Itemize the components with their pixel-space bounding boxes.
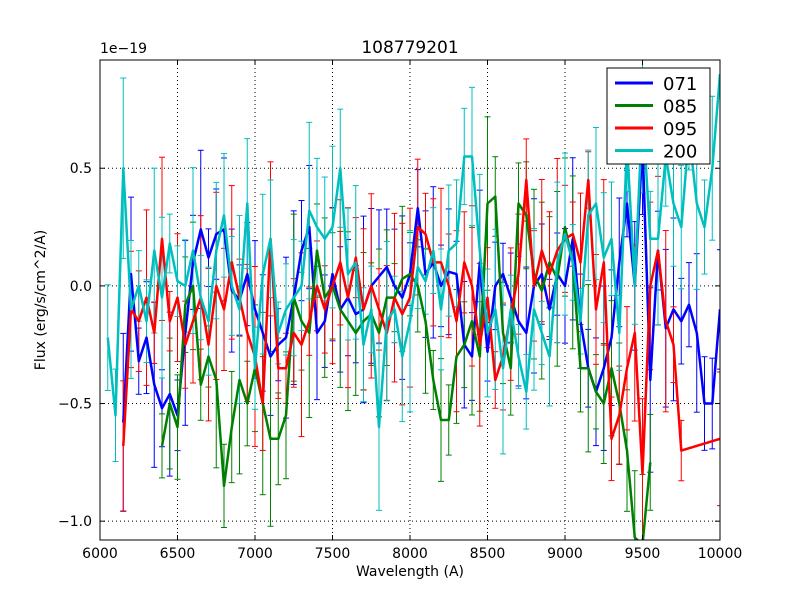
x-tick-label: 7000 xyxy=(237,546,273,562)
legend-label: 071 xyxy=(663,74,697,95)
y-tick-label: −1.0 xyxy=(58,514,92,530)
x-tick-label: 9500 xyxy=(625,546,661,562)
x-tick-label: 7500 xyxy=(315,546,351,562)
y-tick-label: 0.0 xyxy=(70,279,92,295)
x-tick-label: 8500 xyxy=(470,546,506,562)
x-tick-label: 6500 xyxy=(160,546,196,562)
x-axis-label: Wavelength (A) xyxy=(356,564,464,580)
legend-label: 085 xyxy=(663,97,697,118)
y-tick-label: 0.5 xyxy=(70,161,92,177)
y-offset-label: 1e−19 xyxy=(100,41,147,57)
x-tick-label: 9000 xyxy=(547,546,583,562)
x-tick-label: 8000 xyxy=(392,546,428,562)
y-axis-label: Flux (erg/s/cm^2/A) xyxy=(33,230,49,370)
x-tick-label: 10000 xyxy=(698,546,743,562)
y-tick-label: −0.5 xyxy=(58,397,92,413)
legend-label: 095 xyxy=(663,119,697,140)
x-tick-label: 6000 xyxy=(82,546,118,562)
chart-title: 108779201 xyxy=(361,38,458,58)
legend-label: 200 xyxy=(663,142,697,163)
